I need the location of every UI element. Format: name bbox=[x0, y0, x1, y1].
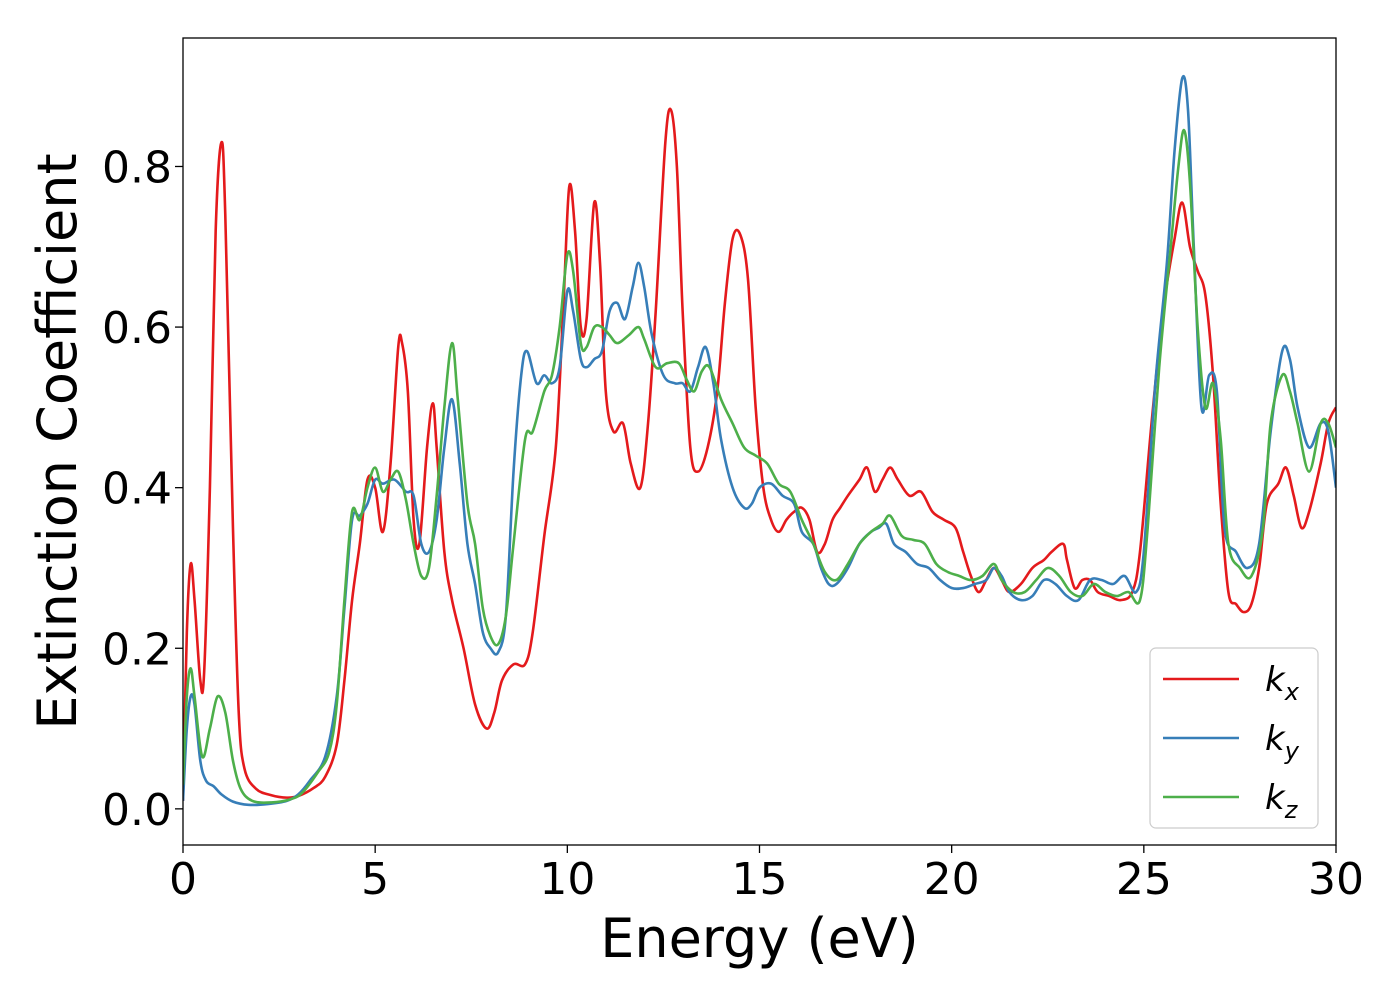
x-tick-label: 0 bbox=[169, 854, 197, 905]
legend-label-x: kx bbox=[1265, 660, 1300, 706]
series-line-z bbox=[183, 129, 1336, 804]
y-tick-label: 0.0 bbox=[102, 785, 172, 836]
x-tick-label: 10 bbox=[539, 854, 595, 905]
y-tick-label: 0.2 bbox=[102, 624, 172, 675]
x-tick-label: 25 bbox=[1116, 854, 1172, 905]
series-layer bbox=[183, 75, 1336, 807]
x-axis-ticks: 0 5 10 15 20 25 30 bbox=[169, 845, 1364, 905]
series-line-y bbox=[183, 75, 1336, 807]
y-axis-ticks: 0.0 0.2 0.4 0.6 0.8 bbox=[102, 142, 183, 836]
legend-label-y: ky bbox=[1265, 719, 1300, 765]
y-tick-label: 0.6 bbox=[102, 303, 172, 354]
x-tick-label: 20 bbox=[924, 854, 980, 905]
series-line-x bbox=[183, 107, 1336, 801]
x-tick-label: 30 bbox=[1308, 854, 1364, 905]
legend: kx ky kz bbox=[1149, 647, 1319, 829]
x-tick-label: 5 bbox=[361, 854, 389, 905]
x-axis-label: Energy (eV) bbox=[600, 907, 919, 970]
y-tick-label: 0.8 bbox=[102, 142, 172, 193]
legend-label-z: kz bbox=[1265, 778, 1299, 824]
y-axis-label: Extinction Coefficient bbox=[26, 153, 89, 729]
y-tick-label: 0.4 bbox=[102, 464, 172, 515]
x-tick-label: 15 bbox=[732, 854, 788, 905]
